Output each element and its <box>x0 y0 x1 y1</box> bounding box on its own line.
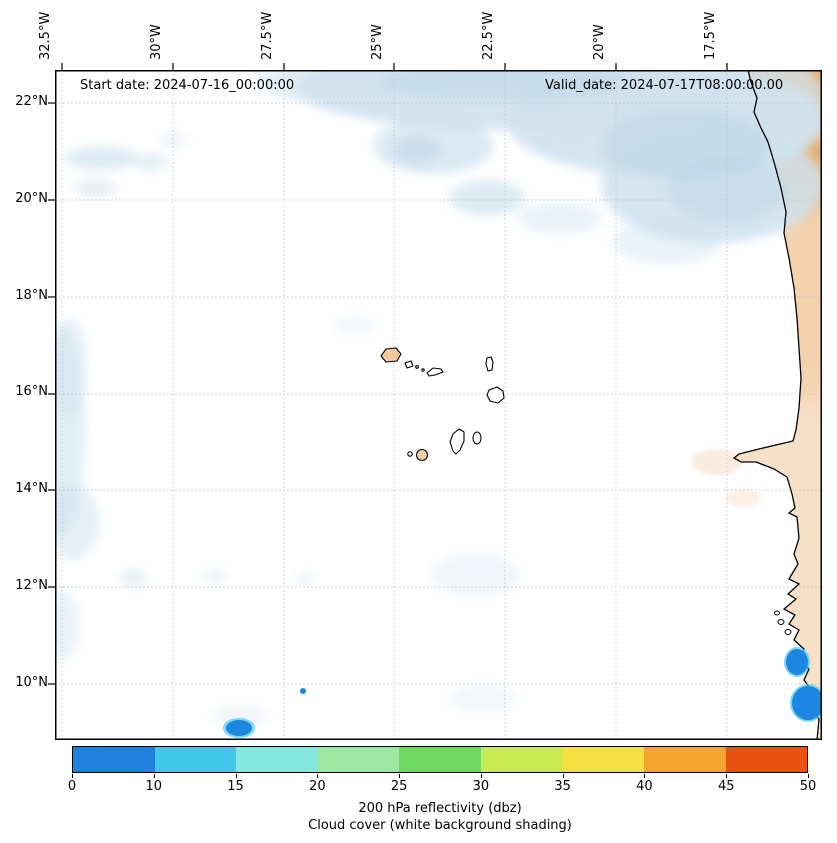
colorbar-title-line1: 200 hPa reflectivity (dbz) <box>358 801 522 816</box>
colorbar-tick-label: 50 <box>799 779 817 794</box>
map-svg <box>48 63 822 740</box>
colorbar-tick <box>562 774 564 778</box>
colorbar-tick-label: 45 <box>717 779 735 794</box>
colorbar-tick <box>399 774 401 778</box>
lat-tick-label: 18°N <box>15 288 48 303</box>
colorbar-tick <box>235 774 237 778</box>
reflectivity-cells <box>223 647 822 738</box>
lon-tick-label: 27.5°W <box>260 11 275 60</box>
colorbar-tick <box>480 774 482 778</box>
lat-tick-label: 12°N <box>15 578 48 593</box>
colorbar-segment <box>317 747 400 772</box>
colorbar-tick-label: 10 <box>145 779 163 794</box>
colorbar-segment <box>399 747 481 772</box>
colorbar-segment <box>643 747 726 772</box>
colorbar-tick-label: 25 <box>390 779 408 794</box>
lon-tick-label: 20°W <box>592 24 607 60</box>
warm-shading-ocean <box>691 449 761 507</box>
colorbar <box>72 746 808 773</box>
lon-tick-label: 30°W <box>149 24 164 60</box>
lon-tick-label: 17.5°W <box>703 11 718 60</box>
colorbar-tick-label: 30 <box>472 779 490 794</box>
colorbar-segment <box>562 747 644 772</box>
lon-tick-label: 25°W <box>370 24 385 60</box>
colorbar-segment <box>73 747 155 772</box>
colorbar-tick <box>72 774 73 778</box>
colorbar-tick-label: 20 <box>309 779 326 794</box>
start-date-annotation: Start date: 2024-07-16_00:00:00 <box>80 78 295 93</box>
lat-tick-label: 10°N <box>15 675 48 690</box>
colorbar-tick <box>153 774 155 778</box>
cloud-shading <box>55 70 822 728</box>
top-axis-ticks <box>61 63 728 70</box>
colorbar-segment <box>480 747 563 772</box>
cape-verde-islands <box>380 347 505 462</box>
colorbar-tick <box>808 774 809 778</box>
coastal-islets <box>774 610 792 635</box>
lat-tick-label: 14°N <box>15 481 48 496</box>
colorbar-title-line2: Cloud cover (white background shading) <box>308 818 572 833</box>
colorbar-tick-label: 0 <box>67 779 77 794</box>
colorbar-tick-label: 40 <box>636 779 653 794</box>
colorbar-segment <box>154 747 237 772</box>
plot-border <box>55 70 822 740</box>
colorbar-tick <box>726 774 728 778</box>
colorbar-tick <box>317 774 319 778</box>
left-axis-ticks <box>48 102 55 685</box>
colorbar-segment <box>725 747 808 772</box>
lat-tick-label: 16°N <box>15 384 48 399</box>
valid-date-annotation: Valid_date: 2024-07-17T08:00:00.00 <box>545 78 784 93</box>
colorbar-tick <box>644 774 646 778</box>
lon-tick-label: 22.5°W <box>481 11 496 60</box>
lat-tick-label: 20°N <box>15 191 48 206</box>
colorbar-tick-label: 35 <box>554 779 571 794</box>
colorbar-segment <box>236 747 318 772</box>
lat-tick-label: 22°N <box>15 94 48 109</box>
lon-tick-label: 32.5°W <box>38 11 53 60</box>
colorbar-tick-label: 15 <box>227 779 244 794</box>
